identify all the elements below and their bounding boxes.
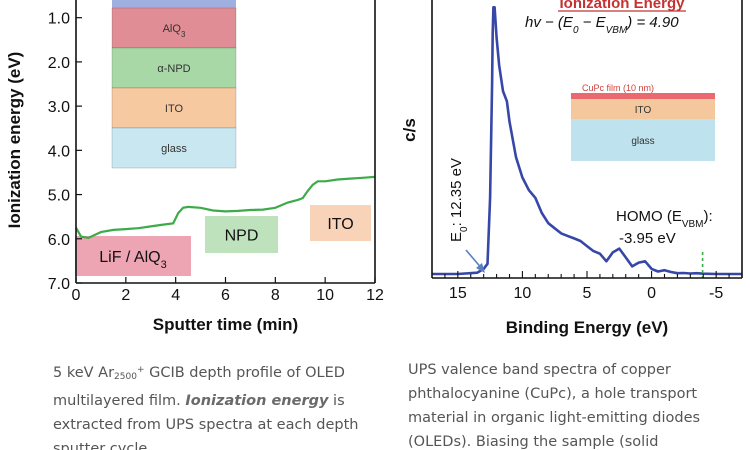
inset-glass-label: glass <box>631 136 654 147</box>
stack-layer-sub-0: 3 <box>181 30 186 39</box>
region-box-0 <box>75 236 191 276</box>
left-x-tick-label-6: 12 <box>366 287 384 304</box>
left-y-tick-label-3: 4.0 <box>48 143 70 160</box>
left-y-tick-label-1: 2.0 <box>48 55 70 72</box>
region-label-1: NPD <box>225 228 259 245</box>
right-x-tick-label-2: 5 <box>583 285 592 302</box>
e0-label-value: : 12.35 eV <box>448 158 465 226</box>
right-x-tick-label-1: 10 <box>514 285 532 302</box>
caption-left-text2: GCIB depth profile of OLED multilayered … <box>53 365 345 409</box>
e0-arrow-head <box>476 263 485 273</box>
caption-left-sub: 2500 <box>114 372 137 382</box>
left-x-tick-label-2: 4 <box>171 287 180 304</box>
right-x-tick-label-0: 15 <box>449 285 467 302</box>
left-y-tick-label-6: 7.0 <box>48 276 70 293</box>
inset-film-layer <box>571 93 715 99</box>
region-box-1 <box>205 216 278 253</box>
stack-layer-2 <box>111 87 237 129</box>
depth-profile-line <box>75 175 376 240</box>
right-x-tick-label-3: 0 <box>647 285 656 302</box>
ups-spectrum-chart: Ionization Energy hv − (E0 − EVBM) = 4.90… <box>390 0 750 345</box>
stack-layer-3 <box>111 127 237 169</box>
left-y-tick-label-2: 3.0 <box>48 99 70 116</box>
region-box-2 <box>310 205 371 241</box>
e0-label-sub: 0 <box>459 226 470 232</box>
inset-film-label: CuPc film (10 nm) <box>582 83 654 93</box>
stack-layer-label-0: AlQ3 <box>163 23 186 39</box>
ie-formula-end: ) = 4.90 <box>625 14 679 31</box>
e0-label: E0: 12.35 eV <box>448 158 470 242</box>
caption-left-emphasis: Ionization energy <box>185 393 329 409</box>
region-label-sub-0: 3 <box>161 259 167 271</box>
left-y-tick-label-0: 1.0 <box>48 11 70 28</box>
ie-formula: hv − (E0 − EVBM) = 4.90 <box>525 14 679 36</box>
left-x-tick-label-5: 10 <box>316 287 334 304</box>
left-caption: 5 keV Ar2500+ GCIB depth profile of OLED… <box>53 358 383 450</box>
depth-profile-svg: AlQ3 α-NPD ITO glass LiF / AlQ3 NPD ITO 1.0 2.0 3… <box>5 0 384 334</box>
caption-left-sup: + <box>136 365 145 375</box>
region-label-2: ITO <box>327 216 353 233</box>
right-chart-title: Ionization Energy <box>559 0 685 12</box>
inset-ito-label: ITO <box>635 105 652 116</box>
homo-label-close: ): <box>704 208 713 225</box>
inset-glass-layer <box>571 119 715 161</box>
left-x-tick-label-0: 0 <box>72 287 81 304</box>
depth-profile-chart: AlQ3 α-NPD ITO glass LiF / AlQ3 NPD ITO 1.0 2.0 3… <box>0 0 385 345</box>
region-label-0: LiF / AlQ3 <box>99 249 166 271</box>
stack-layer-label-1: α-NPD <box>157 63 190 75</box>
caption-left-text3: is extracted from UPS spectra at each de… <box>53 393 359 450</box>
left-y-tick-label-5: 6.0 <box>48 232 70 249</box>
left-x-axis-label: Sputter time (min) <box>153 315 298 334</box>
left-x-tick-label-1: 2 <box>121 287 130 304</box>
ups-spectrum-line <box>432 6 742 276</box>
stack-layer-1 <box>111 47 237 89</box>
homo-label-sub: VBM <box>682 219 704 230</box>
ie-formula-mid: − E <box>579 14 607 31</box>
inset-ito-layer <box>571 99 715 119</box>
homo-label: HOMO (EVBM): <box>616 208 713 230</box>
caption-right-text: UPS valence band spectra of copper phtha… <box>408 362 701 450</box>
stack-layer-0 <box>111 7 237 49</box>
right-x-tick-label-4: -5 <box>709 285 723 302</box>
stack-layer-label-2: ITO <box>165 103 184 115</box>
left-y-axis-label: Ionization energy (eV) <box>5 52 24 229</box>
ups-spectrum-svg: Ionization Energy hv − (E0 − EVBM) = 4.90… <box>400 0 743 337</box>
ie-formula-sub0: 0 <box>573 25 579 36</box>
ie-formula-subvbm: VBM <box>606 25 628 36</box>
right-y-axis-label: c/s <box>400 118 419 142</box>
right-x-axis-label: Binding Energy (eV) <box>506 318 668 337</box>
right-caption: UPS valence band spectra of copper phtha… <box>408 358 738 450</box>
stack-layer-label-3: glass <box>161 143 187 155</box>
left-y-tick-label-4: 5.0 <box>48 188 70 205</box>
left-x-tick-label-4: 8 <box>271 287 280 304</box>
left-x-tick-label-3: 6 <box>221 287 230 304</box>
caption-left-text1: 5 keV Ar <box>53 365 115 381</box>
stack-top-layer <box>112 0 236 8</box>
homo-value: -3.95 eV <box>619 230 676 247</box>
